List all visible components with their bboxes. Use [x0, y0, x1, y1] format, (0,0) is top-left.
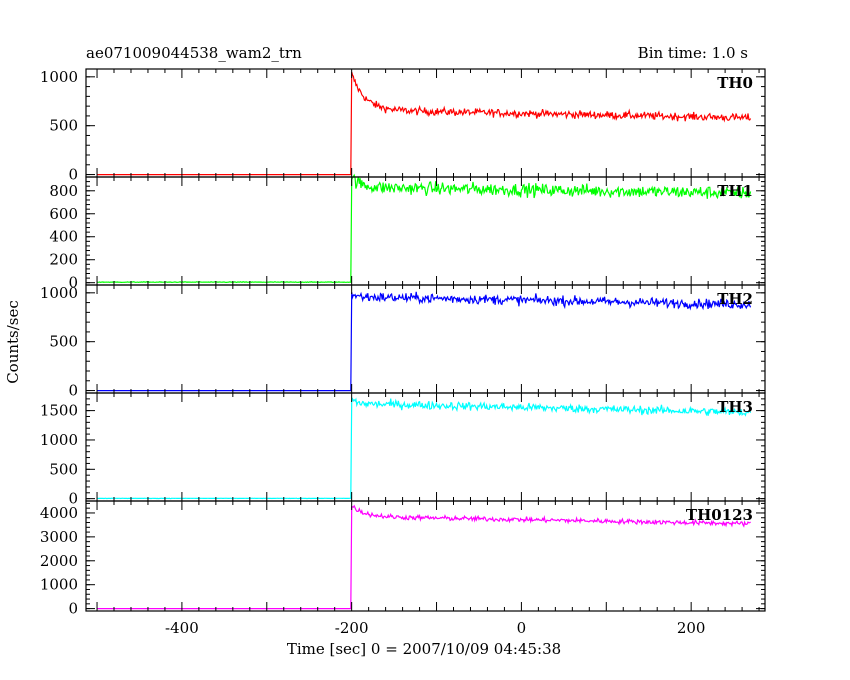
- y-tick-label: 1000: [40, 68, 78, 86]
- panel-label: TH2: [717, 290, 753, 308]
- panel-th2: 0 500 1000 TH2: [40, 284, 766, 400]
- y-tick-label: 400: [49, 228, 78, 246]
- panel-th3: 0 500 1000 1500 TH3: [40, 392, 766, 508]
- series-line-th1: [96, 173, 752, 284]
- y-tick-label: 500: [49, 333, 78, 351]
- series-line-th0123: [97, 504, 751, 610]
- y-tick-label: 0: [68, 600, 78, 618]
- y-tick-label: 1000: [40, 431, 78, 449]
- y-tick-label: 0: [68, 382, 78, 400]
- y-tick-label: 4000: [40, 504, 78, 522]
- y-tick-label: 0: [68, 274, 78, 292]
- y-tick-label: 0: [68, 166, 78, 184]
- panel-th1: 0 200 400 600 800 TH1: [49, 173, 766, 292]
- y-tick-label: 500: [49, 117, 78, 135]
- y-tick-label: 200: [49, 251, 78, 269]
- y-axis-label: Counts/sec: [4, 300, 22, 384]
- y-tick-label: 0: [68, 490, 78, 508]
- panel-th0: 0 500 1000 TH0: [40, 68, 766, 184]
- x-tick-label: -200: [335, 619, 369, 637]
- y-tick-label: 3000: [40, 528, 78, 546]
- series-line-th0: [97, 71, 752, 176]
- y-tick-label: 500: [49, 460, 78, 478]
- panel-frame: [85, 68, 766, 178]
- panel-frame: [85, 392, 766, 502]
- panel-label: TH3: [717, 398, 753, 416]
- series-line-th2: [97, 291, 752, 392]
- bin-time-label: Bin time: 1.0 s: [638, 44, 748, 62]
- panel-label: TH0: [717, 74, 753, 92]
- chart-title: ae071009044538_wam2_trn: [86, 44, 302, 62]
- y-tick-label: 1500: [40, 402, 78, 420]
- x-axis-label: Time [sec] 0 = 2007/10/09 04:45:38: [287, 640, 561, 658]
- panels-group: 0 500 1000 TH0 0 200 400 600 800 TH1 0 500 1000 TH2 0 5…: [40, 68, 766, 637]
- series-line-th3: [97, 397, 752, 500]
- panel-th0123: 0 1000 2000 3000 4000 TH0123: [40, 500, 766, 618]
- panel-label: TH1: [717, 182, 753, 200]
- y-tick-label: 800: [49, 182, 78, 200]
- y-tick-label: 1000: [40, 576, 78, 594]
- x-tick-label: 0: [517, 619, 527, 637]
- y-tick-label: 600: [49, 205, 78, 223]
- panel-label: TH0123: [686, 506, 753, 524]
- x-tick-label: 200: [677, 619, 706, 637]
- y-tick-label: 1000: [40, 284, 78, 302]
- y-tick-label: 2000: [40, 552, 78, 570]
- x-tick-label: -400: [165, 619, 199, 637]
